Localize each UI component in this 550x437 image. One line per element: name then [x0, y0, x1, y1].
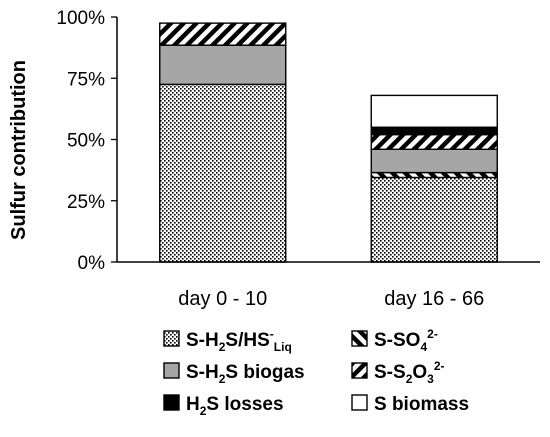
y-axis-ticks: 0% 25% 50% 75% 100% [56, 8, 117, 274]
legend-label: S-SO4​2-​ [374, 327, 438, 354]
legend-swatch [351, 394, 368, 411]
legend-item-s-s2o32: S-S2​O3​2-​ [351, 359, 445, 386]
x-category-label: day 0 - 10 [178, 288, 267, 310]
axes [116, 17, 540, 263]
legend-label: S-S2​O3​2-​ [374, 359, 445, 386]
bar-segment-s-h2s-hs-liq-1 [159, 83, 287, 263]
legend-swatch [163, 330, 180, 347]
y-tick-label: 50% [67, 131, 105, 152]
legend-swatch [163, 362, 180, 379]
y-tick-label: 100% [56, 8, 105, 29]
bar-segment-s-s2o32-1 [159, 22, 287, 46]
legend-swatch [163, 394, 180, 411]
legend-label: S biomass [374, 394, 469, 415]
legend-item-s-so42: S-SO4​2-​ [351, 327, 438, 354]
y-tick-label: 75% [67, 69, 105, 90]
x-category-label: day 16 - 66 [384, 288, 484, 310]
legend-label: S-H2​S/HS-​Liq​ [186, 327, 292, 354]
y-tick-label: 0% [78, 253, 106, 274]
bar-segment-s-h2s-hs-liq-2 [370, 176, 498, 263]
bar-segment-s-h2s-biogas-1 [159, 44, 287, 86]
bars [159, 22, 498, 263]
legend-item-s-biomass: S biomass [351, 394, 469, 415]
bar-segment-s-biomass-2 [370, 94, 498, 128]
legend-item-h2s-losses: H2​S losses [163, 394, 284, 418]
bar-segment-s-s2o32-2 [370, 133, 498, 151]
legend-label: H2​S losses [186, 394, 284, 418]
legend-label: S-H2​S biogas [186, 362, 305, 386]
bar-segment-s-h2s-biogas-2 [370, 148, 498, 174]
legend-swatch [351, 362, 368, 379]
bar-segment-s-so42-2 [370, 171, 498, 179]
y-axis-title: Sulfur contribution [8, 60, 30, 240]
legend-item-s-h2s-biogas: S-H2​S biogas [163, 362, 305, 386]
bar-segment-h2s-losses-2 [370, 126, 498, 136]
x-axis-labels: day 0 - 10 day 16 - 66 [178, 288, 484, 310]
legend-swatch [351, 330, 368, 347]
legend-item-s-h2s-hs-liq: S-H2​S/HS-​Liq​ [163, 327, 292, 354]
legend: S-H2​S/HS-​Liq​ S-SO4​2-​ S-H2​S biogas S-S… [163, 327, 469, 418]
y-axis-title-group: Sulfur contribution [8, 60, 30, 240]
y-tick-label: 25% [67, 192, 105, 213]
